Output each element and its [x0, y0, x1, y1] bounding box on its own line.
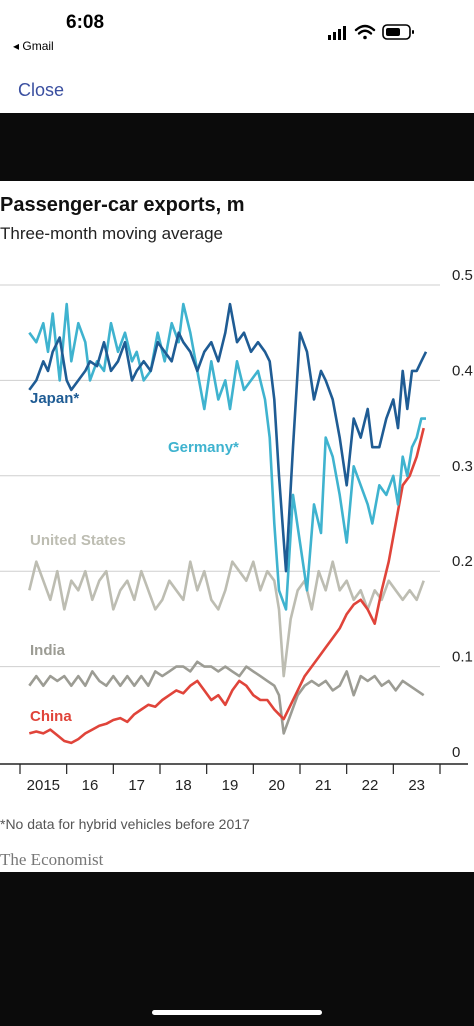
footnote: *No data for hybrid vehicles before 2017 — [0, 816, 250, 832]
battery-icon — [382, 24, 414, 40]
image-letterbox-bottom — [0, 872, 474, 1026]
x-tick-label: 16 — [82, 777, 99, 794]
series-line-japan — [28, 302, 428, 573]
chart-title: Passenger-car exports, m — [0, 194, 245, 216]
y-tick-label: 0.4 — [452, 362, 473, 379]
y-tick-label: 0 — [452, 744, 460, 761]
x-tick-label: 19 — [222, 777, 239, 794]
cellular-signal-icon — [328, 26, 346, 40]
series-label-united_states: United States — [30, 532, 126, 549]
series-line-germany — [28, 302, 426, 611]
image-letterbox-top — [0, 113, 474, 181]
y-tick-labels: 0 0.1 0.2 0.3 0.4 0.5 — [452, 267, 473, 761]
home-indicator — [152, 1010, 322, 1015]
chart-subtitle: Three-month moving average — [0, 224, 224, 243]
source-logo: The Economist — [0, 850, 104, 869]
y-tick-label: 0.3 — [452, 458, 473, 475]
x-tick-label: 2015 — [27, 777, 60, 794]
close-button[interactable]: Close — [18, 80, 65, 100]
y-tick-label: 0.5 — [452, 267, 473, 284]
x-tick-label: 22 — [362, 777, 379, 794]
x-tick-label: 23 — [408, 777, 425, 794]
series-label-india: India — [30, 642, 66, 659]
line-chart: 0 0.1 0.2 0.3 0.4 0.5 2015 16 17 18 19 20 21 22 23 Ja… — [0, 267, 473, 794]
series-label-china: China — [30, 708, 72, 725]
series-line-china — [28, 427, 425, 745]
clock: 6:08 — [66, 12, 105, 33]
x-axis: 2015 16 17 18 19 20 21 22 23 — [0, 763, 468, 794]
x-tick-label: 17 — [128, 777, 145, 794]
series-label-germany: Germany* — [168, 439, 239, 456]
back-to-gmail-link[interactable]: ◂ Gmail — [13, 39, 54, 53]
x-tick-label: 21 — [315, 777, 332, 794]
y-tick-label: 0.1 — [452, 649, 473, 666]
series-line-india — [28, 660, 425, 735]
series-label-japan: Japan* — [30, 390, 79, 407]
series-line-united_states — [28, 560, 425, 678]
nav-bar — [0, 58, 474, 113]
x-tick-label: 18 — [175, 777, 192, 794]
status-bar: 6:08 ◂ Gmail — [0, 0, 474, 58]
y-tick-label: 0.2 — [452, 553, 473, 570]
status-icons — [328, 24, 414, 40]
wifi-icon — [354, 24, 376, 40]
grid-lines — [0, 284, 440, 668]
series-lines — [28, 302, 428, 745]
x-tick-label: 20 — [268, 777, 285, 794]
series-labels: Japan* Germany* United States India China — [30, 390, 239, 725]
